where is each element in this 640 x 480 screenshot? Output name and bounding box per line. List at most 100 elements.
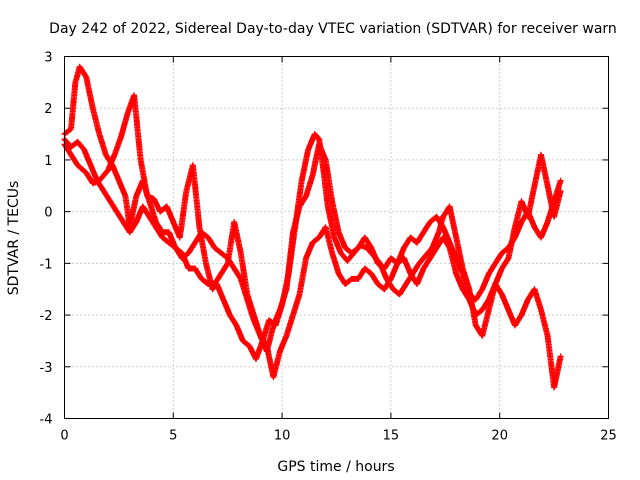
data-point	[404, 282, 408, 286]
data-point	[339, 251, 343, 255]
data-point	[239, 251, 242, 255]
data-point	[191, 163, 195, 167]
data-point	[520, 200, 523, 203]
data-point	[383, 288, 386, 291]
data-point	[546, 334, 549, 337]
data-point	[481, 288, 484, 291]
data-point	[200, 277, 203, 281]
data-point	[357, 277, 360, 281]
data-point	[317, 138, 321, 141]
data-point	[187, 267, 190, 270]
data-point	[300, 179, 303, 182]
data-point	[389, 257, 393, 260]
data-point	[322, 169, 325, 172]
axis-ticks: 0 5 10 15 20 25 -4 -3 -2 -1 0 1 2 3	[40, 51, 617, 444]
y-tick-label: -4	[40, 413, 53, 428]
x-axis-label: GPS time / hours	[277, 459, 394, 475]
data-point	[233, 267, 236, 270]
data-point	[317, 143, 321, 146]
data-point	[152, 197, 155, 200]
data-point	[533, 288, 536, 291]
data-point	[85, 76, 88, 79]
data-point	[167, 231, 171, 234]
data-point	[222, 298, 225, 301]
data-point	[474, 324, 477, 327]
data-point	[265, 344, 269, 348]
data-point	[539, 153, 543, 156]
data-point	[115, 210, 118, 213]
data-point	[494, 262, 497, 265]
data-point	[344, 282, 347, 286]
data-point	[324, 158, 327, 162]
data-point	[272, 375, 275, 379]
data-point	[241, 339, 245, 343]
data-point	[126, 112, 129, 115]
data-point	[213, 282, 216, 286]
data-point	[435, 215, 438, 218]
data-point	[363, 236, 366, 239]
data-point	[539, 308, 543, 312]
data-point	[148, 200, 151, 203]
data-point	[507, 257, 510, 260]
data-point	[193, 267, 197, 270]
data-point	[533, 184, 536, 187]
data-point	[389, 277, 393, 281]
data-point	[104, 153, 108, 156]
data-point	[533, 226, 536, 229]
x-tick-label: 20	[491, 429, 508, 444]
data-point	[111, 163, 114, 167]
data-point	[552, 200, 556, 203]
data-point	[415, 282, 419, 286]
data-point	[396, 262, 399, 265]
data-point	[159, 210, 162, 213]
y-tick-label: 2	[44, 102, 52, 117]
y-tick-label: -1	[40, 257, 53, 272]
data-point	[526, 210, 530, 213]
data-point	[200, 231, 203, 234]
data-point	[402, 257, 406, 260]
data-series	[61, 63, 564, 391]
series-track-a	[61, 92, 564, 362]
data-point	[500, 251, 504, 255]
data-point	[69, 145, 73, 149]
data-point	[552, 386, 556, 389]
data-point	[422, 231, 425, 234]
data-point	[91, 107, 95, 110]
data-point	[415, 241, 419, 244]
data-point	[357, 246, 360, 249]
data-point	[435, 246, 438, 249]
data-point	[220, 251, 223, 255]
data-point	[513, 226, 517, 229]
data-point	[272, 324, 275, 327]
chart-title: Day 242 of 2022, Sidereal Day-to-day VTE…	[49, 21, 617, 37]
data-point	[278, 350, 282, 353]
data-point	[298, 205, 301, 208]
data-point	[409, 236, 412, 239]
data-point	[185, 189, 188, 193]
data-point	[291, 313, 295, 317]
data-point	[206, 236, 210, 239]
data-point	[307, 148, 310, 151]
data-point	[376, 282, 379, 286]
data-point	[383, 267, 386, 270]
data-point	[402, 246, 406, 249]
y-tick-label: -3	[40, 361, 53, 376]
data-point	[507, 308, 510, 312]
data-point	[82, 148, 86, 151]
data-point	[139, 158, 142, 162]
data-point	[468, 298, 471, 301]
data-point	[167, 241, 171, 244]
data-point	[180, 257, 184, 260]
series-markers	[61, 92, 564, 362]
data-point	[500, 293, 504, 296]
data-point	[409, 272, 412, 275]
data-point	[278, 308, 282, 312]
data-point	[285, 288, 288, 291]
data-point	[117, 179, 121, 182]
x-tick-label: 0	[60, 429, 68, 444]
data-point	[437, 231, 440, 234]
data-point	[507, 246, 510, 249]
data-point	[135, 194, 138, 198]
data-point	[559, 179, 562, 182]
data-point	[441, 215, 445, 218]
